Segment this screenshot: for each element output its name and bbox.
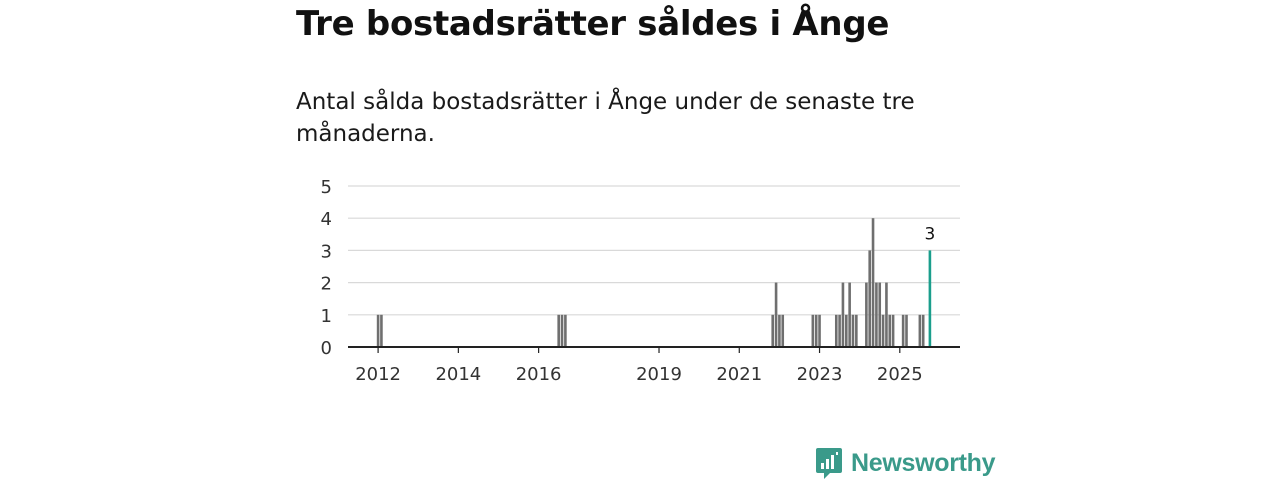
chart-title: Tre bostadsrätter såldes i Ånge	[296, 4, 890, 44]
x-axis: 2012 2014 2016 2019 2021 2023 2025	[348, 346, 960, 385]
bar	[781, 314, 785, 347]
bar-highlight	[928, 250, 932, 347]
bar	[888, 314, 892, 347]
bar	[834, 314, 838, 347]
data-label: 3	[924, 224, 935, 244]
y-tick-label: 1	[321, 306, 332, 327]
bar	[818, 314, 821, 347]
bar	[855, 314, 858, 347]
bar	[878, 282, 882, 347]
bar	[560, 314, 564, 347]
brand[interactable]: Newsworthy	[815, 446, 996, 480]
brand-name: Newsworthy	[851, 448, 996, 477]
y-tick-label: 2	[321, 274, 332, 295]
y-tick-label: 3	[321, 241, 332, 262]
bar	[778, 314, 781, 347]
gridlines	[348, 185, 960, 316]
x-tick-label: 2016	[516, 364, 562, 385]
bar	[905, 314, 908, 347]
bar	[875, 282, 878, 347]
bar	[380, 314, 383, 347]
data-labels: 3	[924, 224, 935, 244]
bar	[871, 218, 875, 347]
bar	[881, 314, 885, 347]
y-axis-ticks: 0 1 2 3 4 5	[321, 177, 332, 359]
x-tick-label: 2021	[716, 364, 762, 385]
bar	[774, 282, 778, 347]
bar	[845, 314, 848, 347]
chart-subtitle: Antal sålda bostadsrätter i Ånge under d…	[296, 89, 915, 147]
bar	[848, 282, 851, 347]
bar	[811, 314, 815, 347]
x-tick-label: 2014	[435, 364, 481, 385]
bar	[841, 282, 845, 347]
bar	[901, 314, 905, 347]
bar	[814, 314, 818, 347]
x-tick-label: 2019	[636, 364, 682, 385]
bar	[885, 282, 888, 347]
x-tick-label: 2023	[797, 364, 843, 385]
bar	[564, 314, 567, 347]
bar	[376, 314, 380, 347]
newsworthy-logo-icon	[816, 448, 842, 479]
bar	[838, 314, 841, 347]
x-tick-label: 2012	[355, 364, 401, 385]
x-tick-label: 2025	[877, 364, 923, 385]
bar	[921, 314, 925, 347]
bars	[376, 218, 932, 347]
y-tick-label: 5	[321, 177, 332, 198]
bar	[851, 314, 855, 347]
y-tick-label: 0	[321, 338, 332, 359]
bar	[918, 314, 922, 347]
y-tick-label: 4	[321, 209, 332, 230]
bar	[771, 314, 775, 347]
bar	[868, 250, 872, 347]
bar	[891, 314, 895, 347]
bar	[557, 314, 560, 347]
bar-chart: 0 1 2 3 4 5 2012 2014 2016 2019 2021 2023 2025 3	[321, 177, 960, 385]
bar	[865, 282, 868, 347]
